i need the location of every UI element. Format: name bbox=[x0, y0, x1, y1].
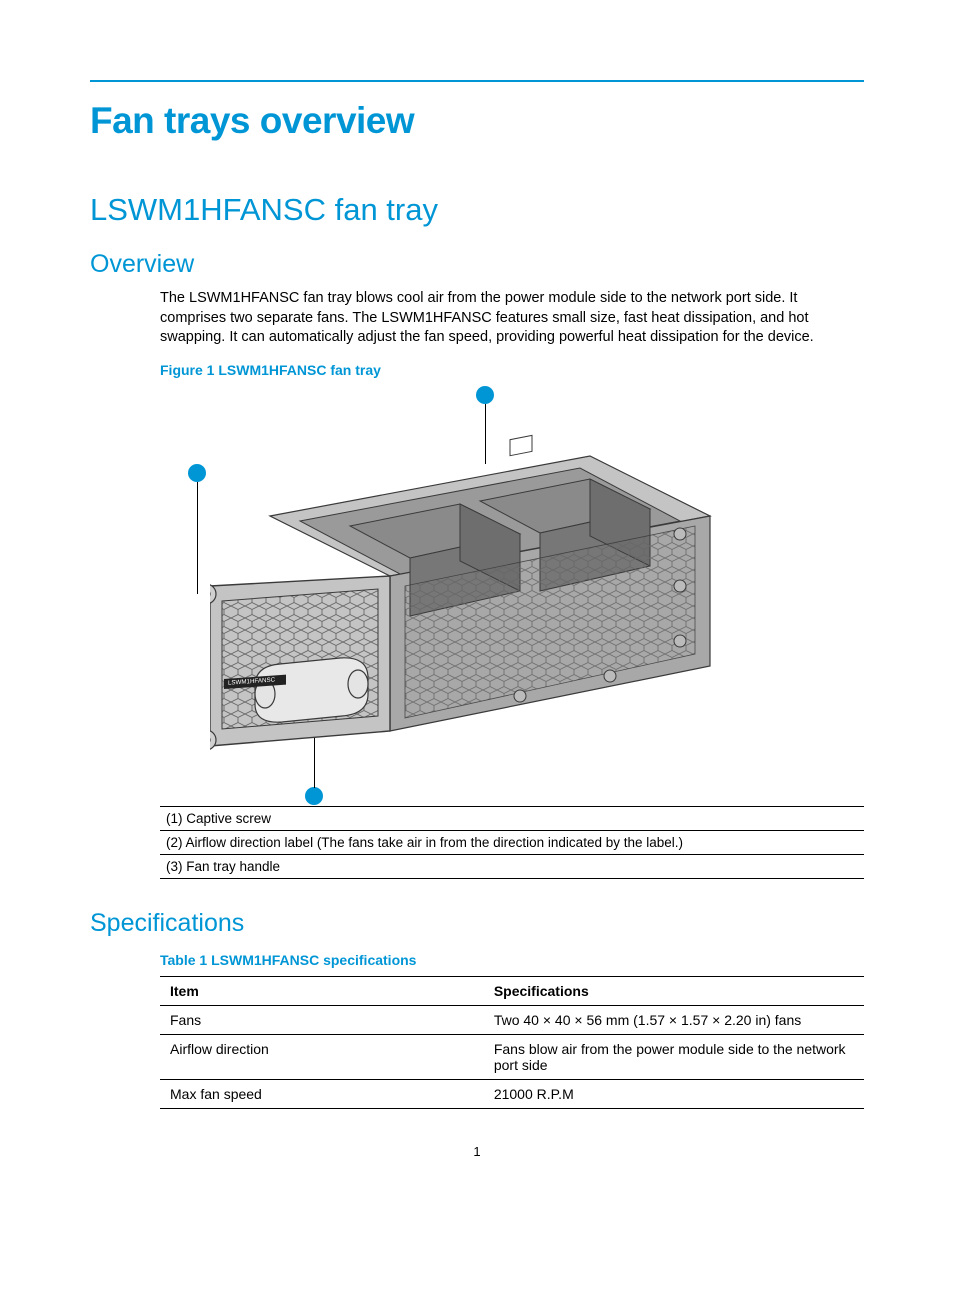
page-number: 1 bbox=[90, 1144, 864, 1159]
legend-row: (1) Captive screw bbox=[160, 806, 864, 830]
figure-legend-table: (1) Captive screw (2) Airflow direction … bbox=[160, 806, 864, 879]
spec-value: Fans blow air from the power module side… bbox=[484, 1034, 864, 1079]
legend-row: (3) Fan tray handle bbox=[160, 854, 864, 878]
spec-value: 21000 R.P.M bbox=[484, 1079, 864, 1108]
top-rule bbox=[90, 80, 864, 82]
table-row: Max fan speed 21000 R.P.M bbox=[160, 1079, 864, 1108]
callout-dot-2 bbox=[476, 386, 494, 404]
callout-dot-1 bbox=[188, 464, 206, 482]
spec-item: Fans bbox=[160, 1005, 484, 1034]
table-row: Fans Two 40 × 40 × 56 mm (1.57 × 1.57 × … bbox=[160, 1005, 864, 1034]
spec-value: Two 40 × 40 × 56 mm (1.57 × 1.57 × 2.20 … bbox=[484, 1005, 864, 1034]
overview-paragraph: The LSWM1HFANSC fan tray blows cool air … bbox=[160, 289, 864, 348]
overview-heading: Overview bbox=[90, 250, 864, 279]
callout-line-1 bbox=[197, 482, 198, 594]
spec-item: Airflow direction bbox=[160, 1034, 484, 1079]
spec-item: Max fan speed bbox=[160, 1079, 484, 1108]
section-heading: LSWM1HFANSC fan tray bbox=[90, 192, 864, 228]
specifications-table: Item Specifications Fans Two 40 × 40 × 5… bbox=[160, 976, 864, 1109]
figure-container: LSWM1HFANSC bbox=[160, 386, 800, 806]
doc-title: Fan trays overview bbox=[90, 100, 864, 142]
fan-tray-illustration: LSWM1HFANSC bbox=[210, 426, 730, 796]
spec-col-header: Specifications bbox=[484, 976, 864, 1005]
legend-row: (2) Airflow direction label (The fans ta… bbox=[160, 830, 864, 854]
figure-caption: Figure 1 LSWM1HFANSC fan tray bbox=[160, 362, 864, 378]
table-row: Airflow direction Fans blow air from the… bbox=[160, 1034, 864, 1079]
table-caption: Table 1 LSWM1HFANSC specifications bbox=[160, 952, 864, 968]
specs-heading: Specifications bbox=[90, 909, 864, 938]
spec-col-header: Item bbox=[160, 976, 484, 1005]
